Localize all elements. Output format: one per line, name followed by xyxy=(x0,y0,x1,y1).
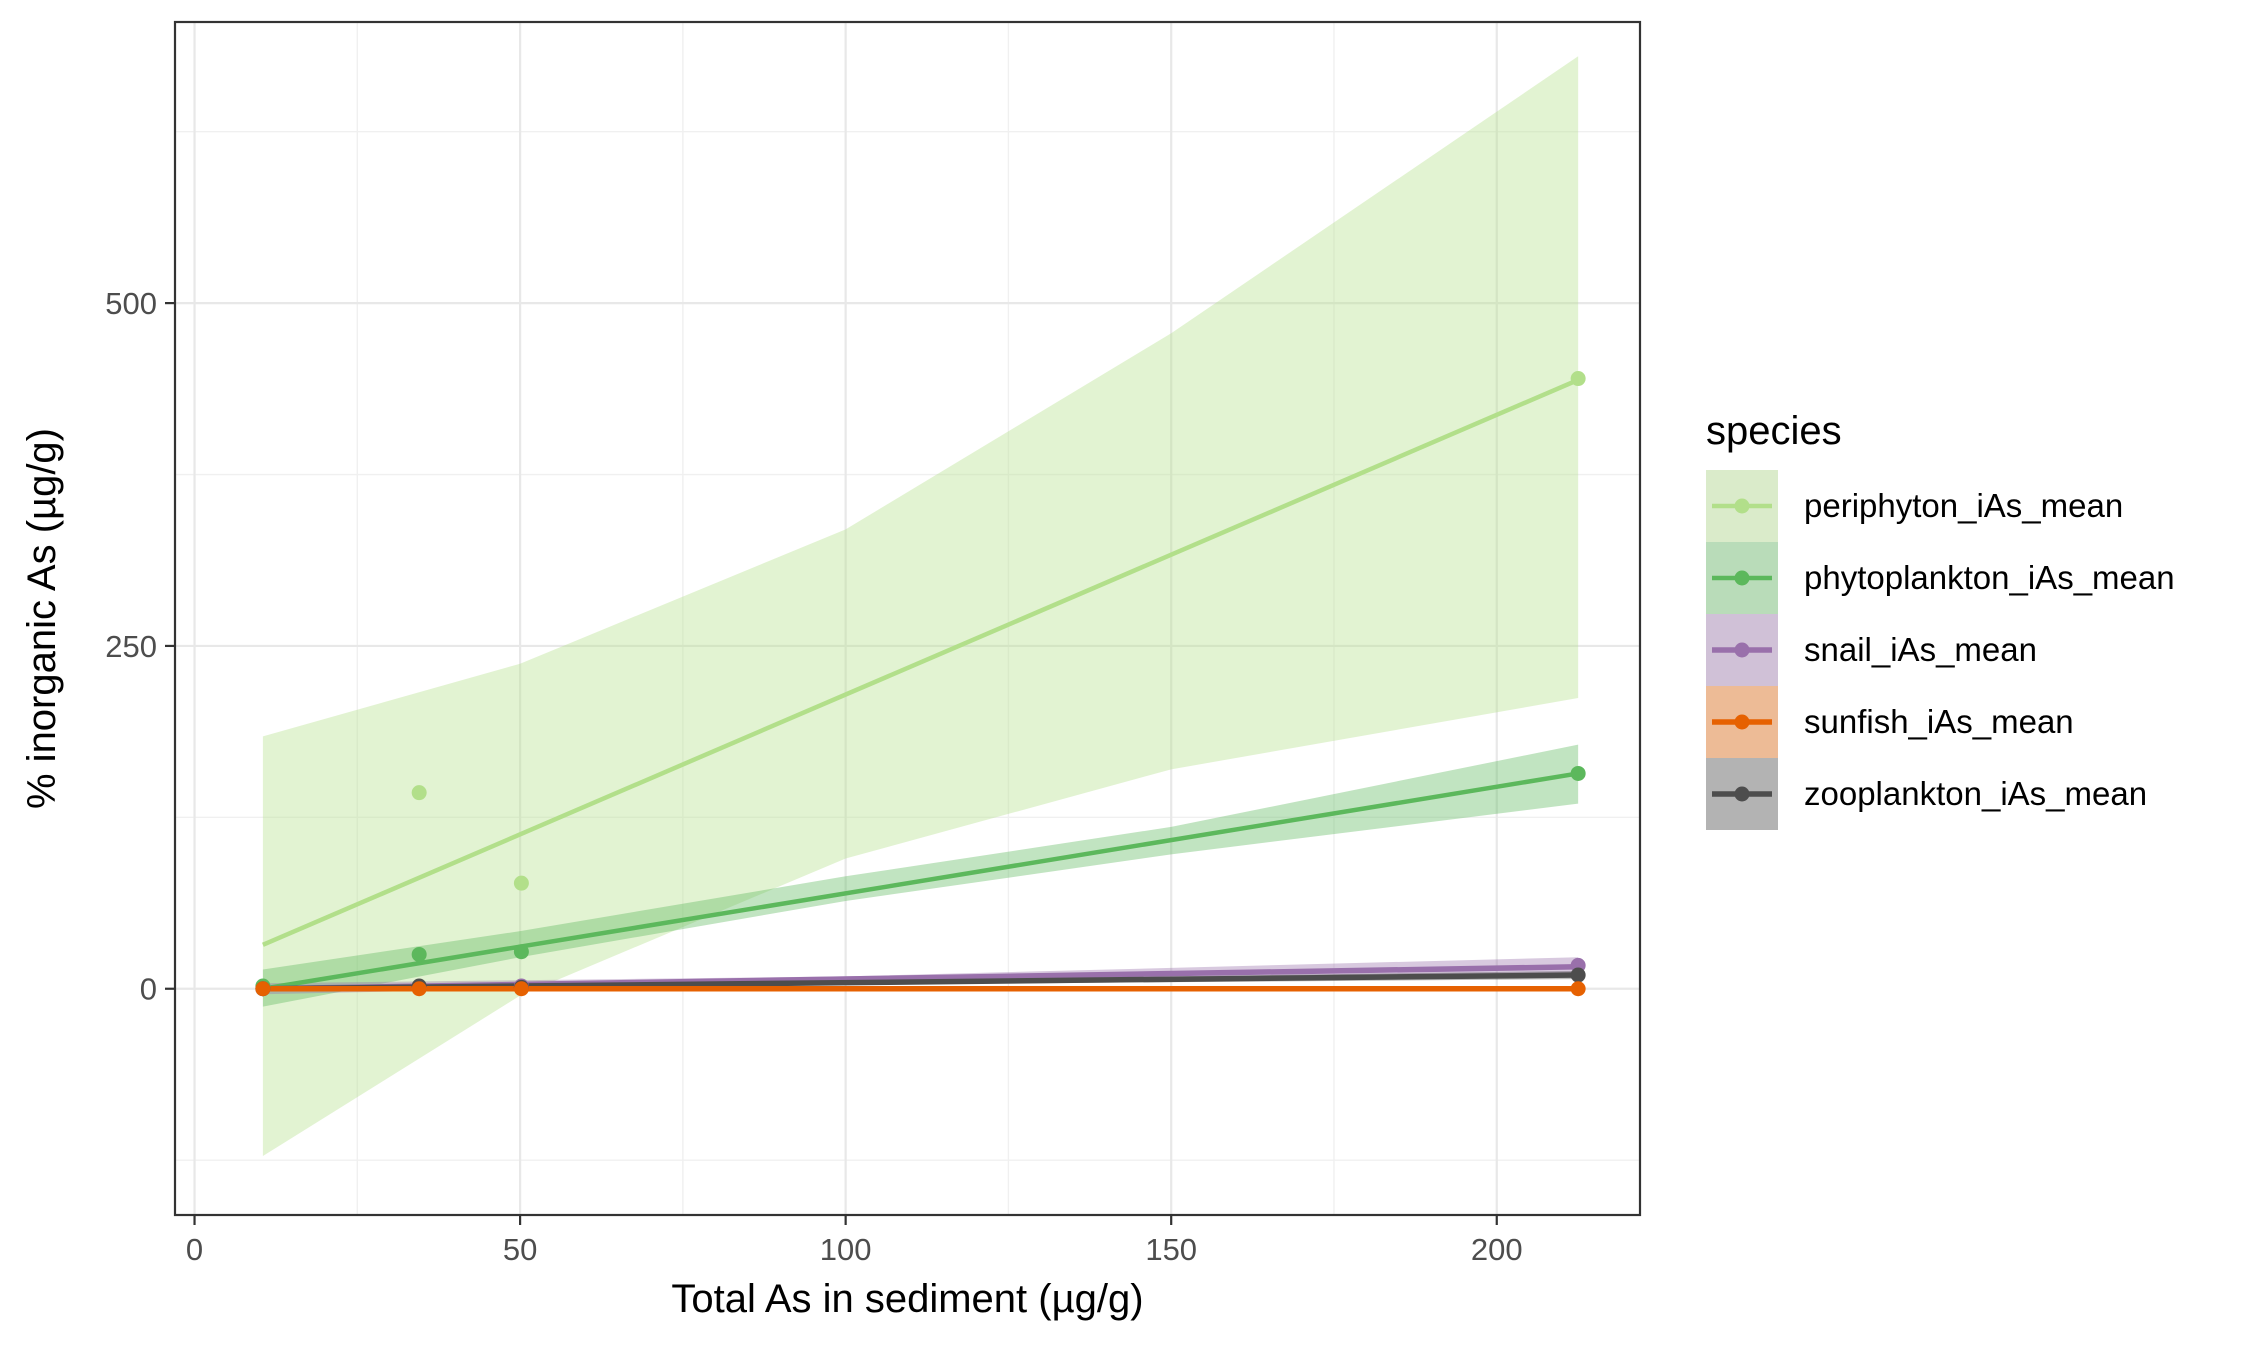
y-axis-title: % inorganic As (µg/g) xyxy=(20,428,64,809)
data-point-phytoplankton_iAs_mean xyxy=(513,944,529,960)
x-tick-label: 150 xyxy=(1145,1232,1197,1267)
y-tick-label: 500 xyxy=(105,286,157,321)
y-tick-label: 250 xyxy=(105,629,157,664)
x-tick-label: 200 xyxy=(1471,1232,1523,1267)
legend-items: periphyton_iAs_mean phytoplankton_iAs_mea… xyxy=(1706,470,2175,830)
legend-key-point-phytoplankton_iAs_mean xyxy=(1734,570,1750,586)
y-tick-label: 0 xyxy=(140,972,157,1007)
legend-key-point-snail_iAs_mean xyxy=(1734,642,1750,658)
legend-key-point-sunfish_iAs_mean xyxy=(1734,714,1750,730)
legend-key-point-zooplankton_iAs_mean xyxy=(1734,786,1750,802)
data-point-phytoplankton_iAs_mean xyxy=(1570,765,1586,781)
data-point-periphyton_iAs_mean xyxy=(411,785,427,801)
data-point-sunfish_iAs_mean xyxy=(513,981,529,997)
y-axis: 0 250 500 xyxy=(105,286,175,1007)
legend-label-phytoplankton_iAs_mean: phytoplankton_iAs_mean xyxy=(1804,559,2175,596)
legend-key-point-periphyton_iAs_mean xyxy=(1734,498,1750,514)
data-point-sunfish_iAs_mean xyxy=(255,981,271,997)
data-point-periphyton_iAs_mean xyxy=(513,875,529,891)
confidence-band-periphyton_iAs_mean xyxy=(262,56,1579,1157)
plot-panel-border xyxy=(173,20,1642,1217)
x-tick-label: 0 xyxy=(186,1232,203,1267)
data-point-zooplankton_iAs_mean xyxy=(1570,967,1586,983)
data-point-periphyton_iAs_mean xyxy=(1570,371,1586,387)
legend-label-snail_iAs_mean: snail_iAs_mean xyxy=(1804,631,2037,668)
plot-panel xyxy=(175,22,1640,1215)
major-gridlines xyxy=(175,22,1640,1215)
fit-lines xyxy=(262,377,1580,992)
data-point-sunfish_iAs_mean xyxy=(1570,981,1586,997)
x-axis-title: Total As in sediment (µg/g) xyxy=(671,1277,1143,1321)
legend-label-periphyton_iAs_mean: periphyton_iAs_mean xyxy=(1804,487,2123,524)
legend-title: species xyxy=(1706,409,1842,453)
legend-label-zooplankton_iAs_mean: zooplankton_iAs_mean xyxy=(1804,775,2147,812)
confidence-band-phytoplankton_iAs_mean xyxy=(262,744,1579,1007)
legend-label-sunfish_iAs_mean: sunfish_iAs_mean xyxy=(1804,703,2074,740)
data-point-sunfish_iAs_mean xyxy=(411,981,427,997)
x-tick-label: 100 xyxy=(820,1232,872,1267)
data-points xyxy=(255,371,1586,997)
minor-gridlines xyxy=(175,22,1640,1215)
x-tick-label: 50 xyxy=(503,1232,537,1267)
data-point-phytoplankton_iAs_mean xyxy=(411,946,427,962)
legend: species periphyton_iAs_mean phytoplankton… xyxy=(1706,409,2175,830)
fit-line-phytoplankton_iAs_mean xyxy=(262,771,1579,991)
x-axis: 0 50 100 150 200 xyxy=(186,1215,1523,1267)
fit-line-periphyton_iAs_mean xyxy=(262,377,1580,947)
